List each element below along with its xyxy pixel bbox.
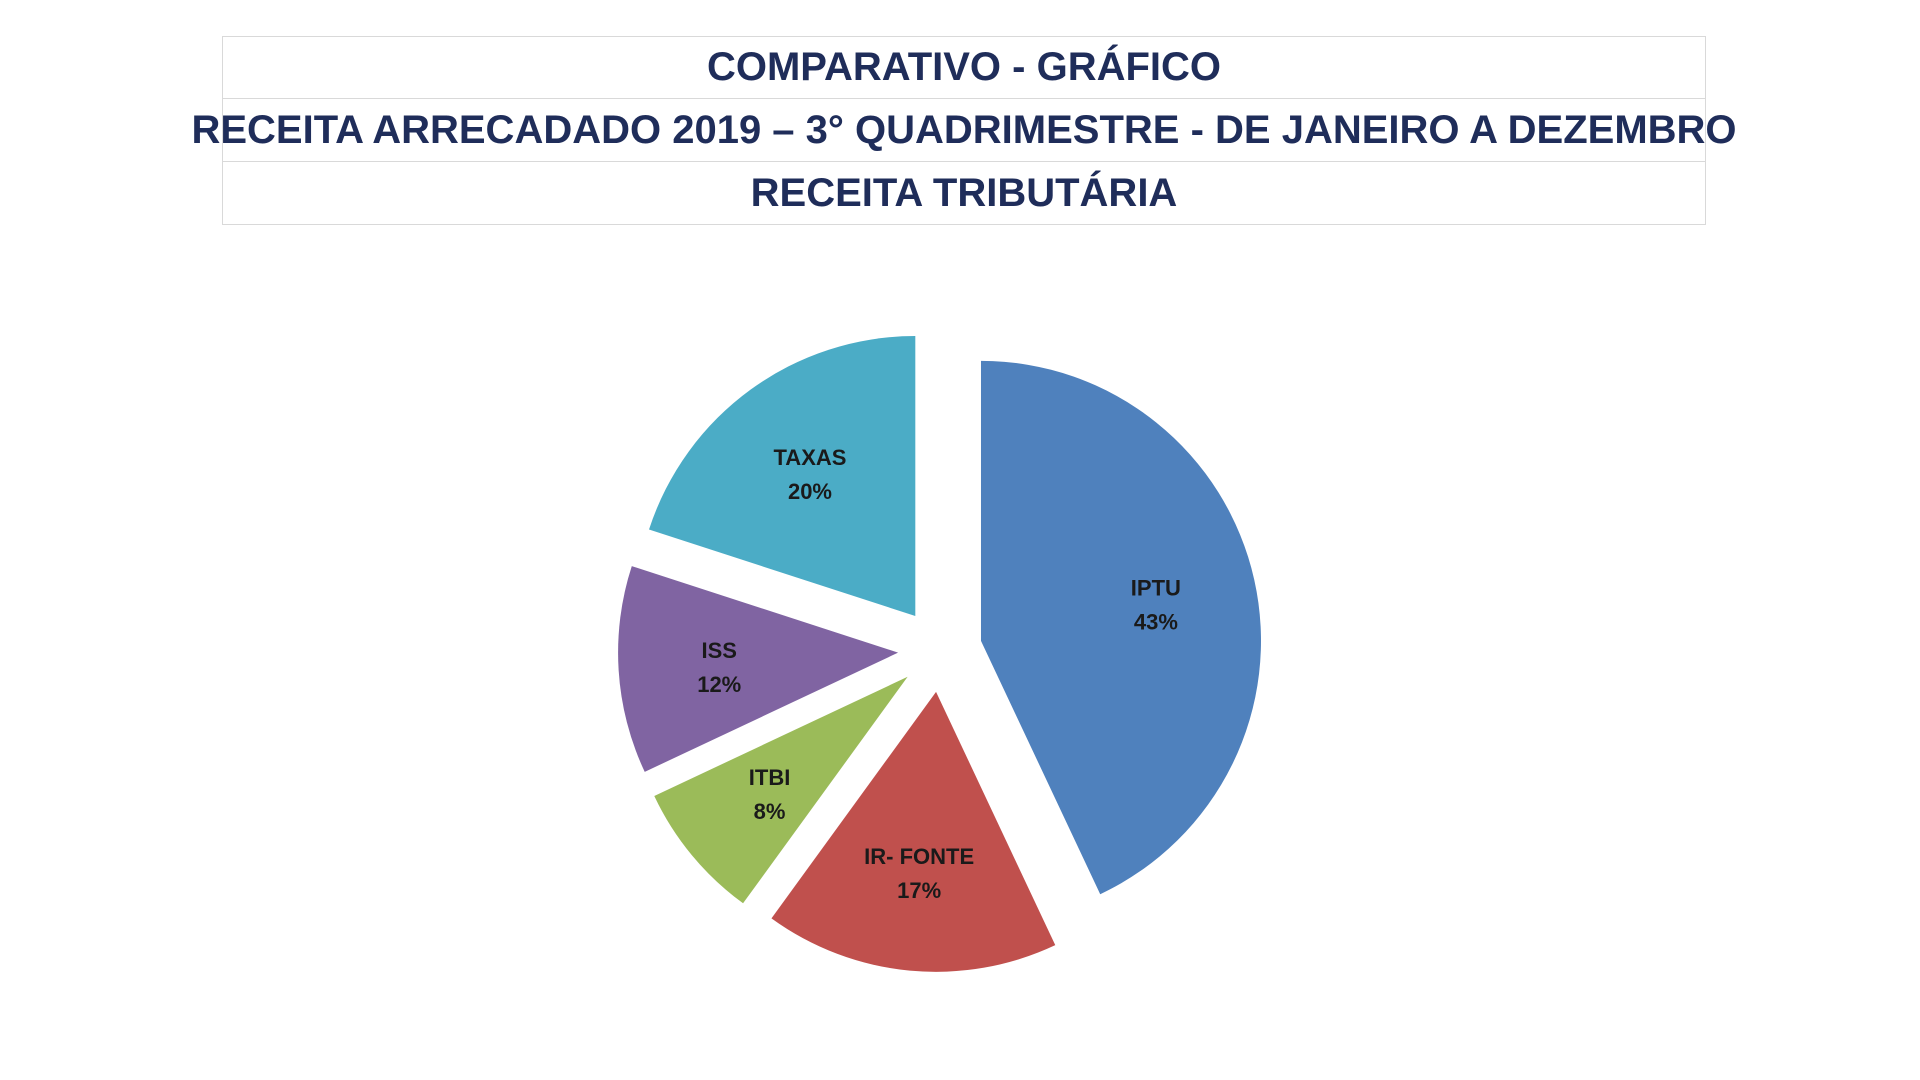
pie-slice-itbi [654,676,908,904]
pie-labels: IPTU 43% IR- FONTE 17% ITBI 8% ISS 12% TAXAS 20% [697,445,1181,903]
slice-percent-label: 12% [697,672,741,697]
title-table: COMPARATIVO - GRÁFICO RECEITA ARRECADADO… [191,36,1737,225]
slice-category-label: IPTU [1131,576,1181,601]
slice-category-label: ITBI [749,765,791,790]
pie-slices [618,336,1261,972]
pie-slice-iss [618,566,899,772]
title-row-1: COMPARATIVO - GRÁFICO [222,36,1706,99]
pie-slice-iptu [980,360,1261,895]
chart-heading: COMPARATIVO - GRÁFICO [706,45,1222,89]
slice-category-label: ISS [702,638,737,663]
pie-slice-ir-fonte [771,691,1056,972]
chart-category-title: RECEITA TRIBUTÁRIA [750,170,1178,215]
slice-category-label: IR- FONTE [864,844,974,869]
pie-slice-taxas [649,336,916,617]
slice-percent-label: 43% [1134,610,1178,635]
slice-percent-label: 8% [754,799,786,824]
chart-subheading: RECEITA ARRECADADO 2019 – 3° QUADRIMESTR… [191,107,1737,152]
title-row-3: RECEITA TRIBUTÁRIA [222,162,1706,225]
slice-percent-label: 20% [788,479,832,504]
slice-percent-label: 17% [897,878,941,903]
title-row-2: RECEITA ARRECADADO 2019 – 3° QUADRIMESTR… [191,99,1737,162]
slice-category-label: TAXAS [774,445,847,470]
